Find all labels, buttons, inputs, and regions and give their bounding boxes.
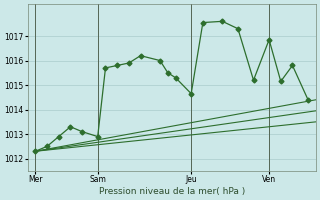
X-axis label: Pression niveau de la mer( hPa ): Pression niveau de la mer( hPa ) bbox=[99, 187, 245, 196]
